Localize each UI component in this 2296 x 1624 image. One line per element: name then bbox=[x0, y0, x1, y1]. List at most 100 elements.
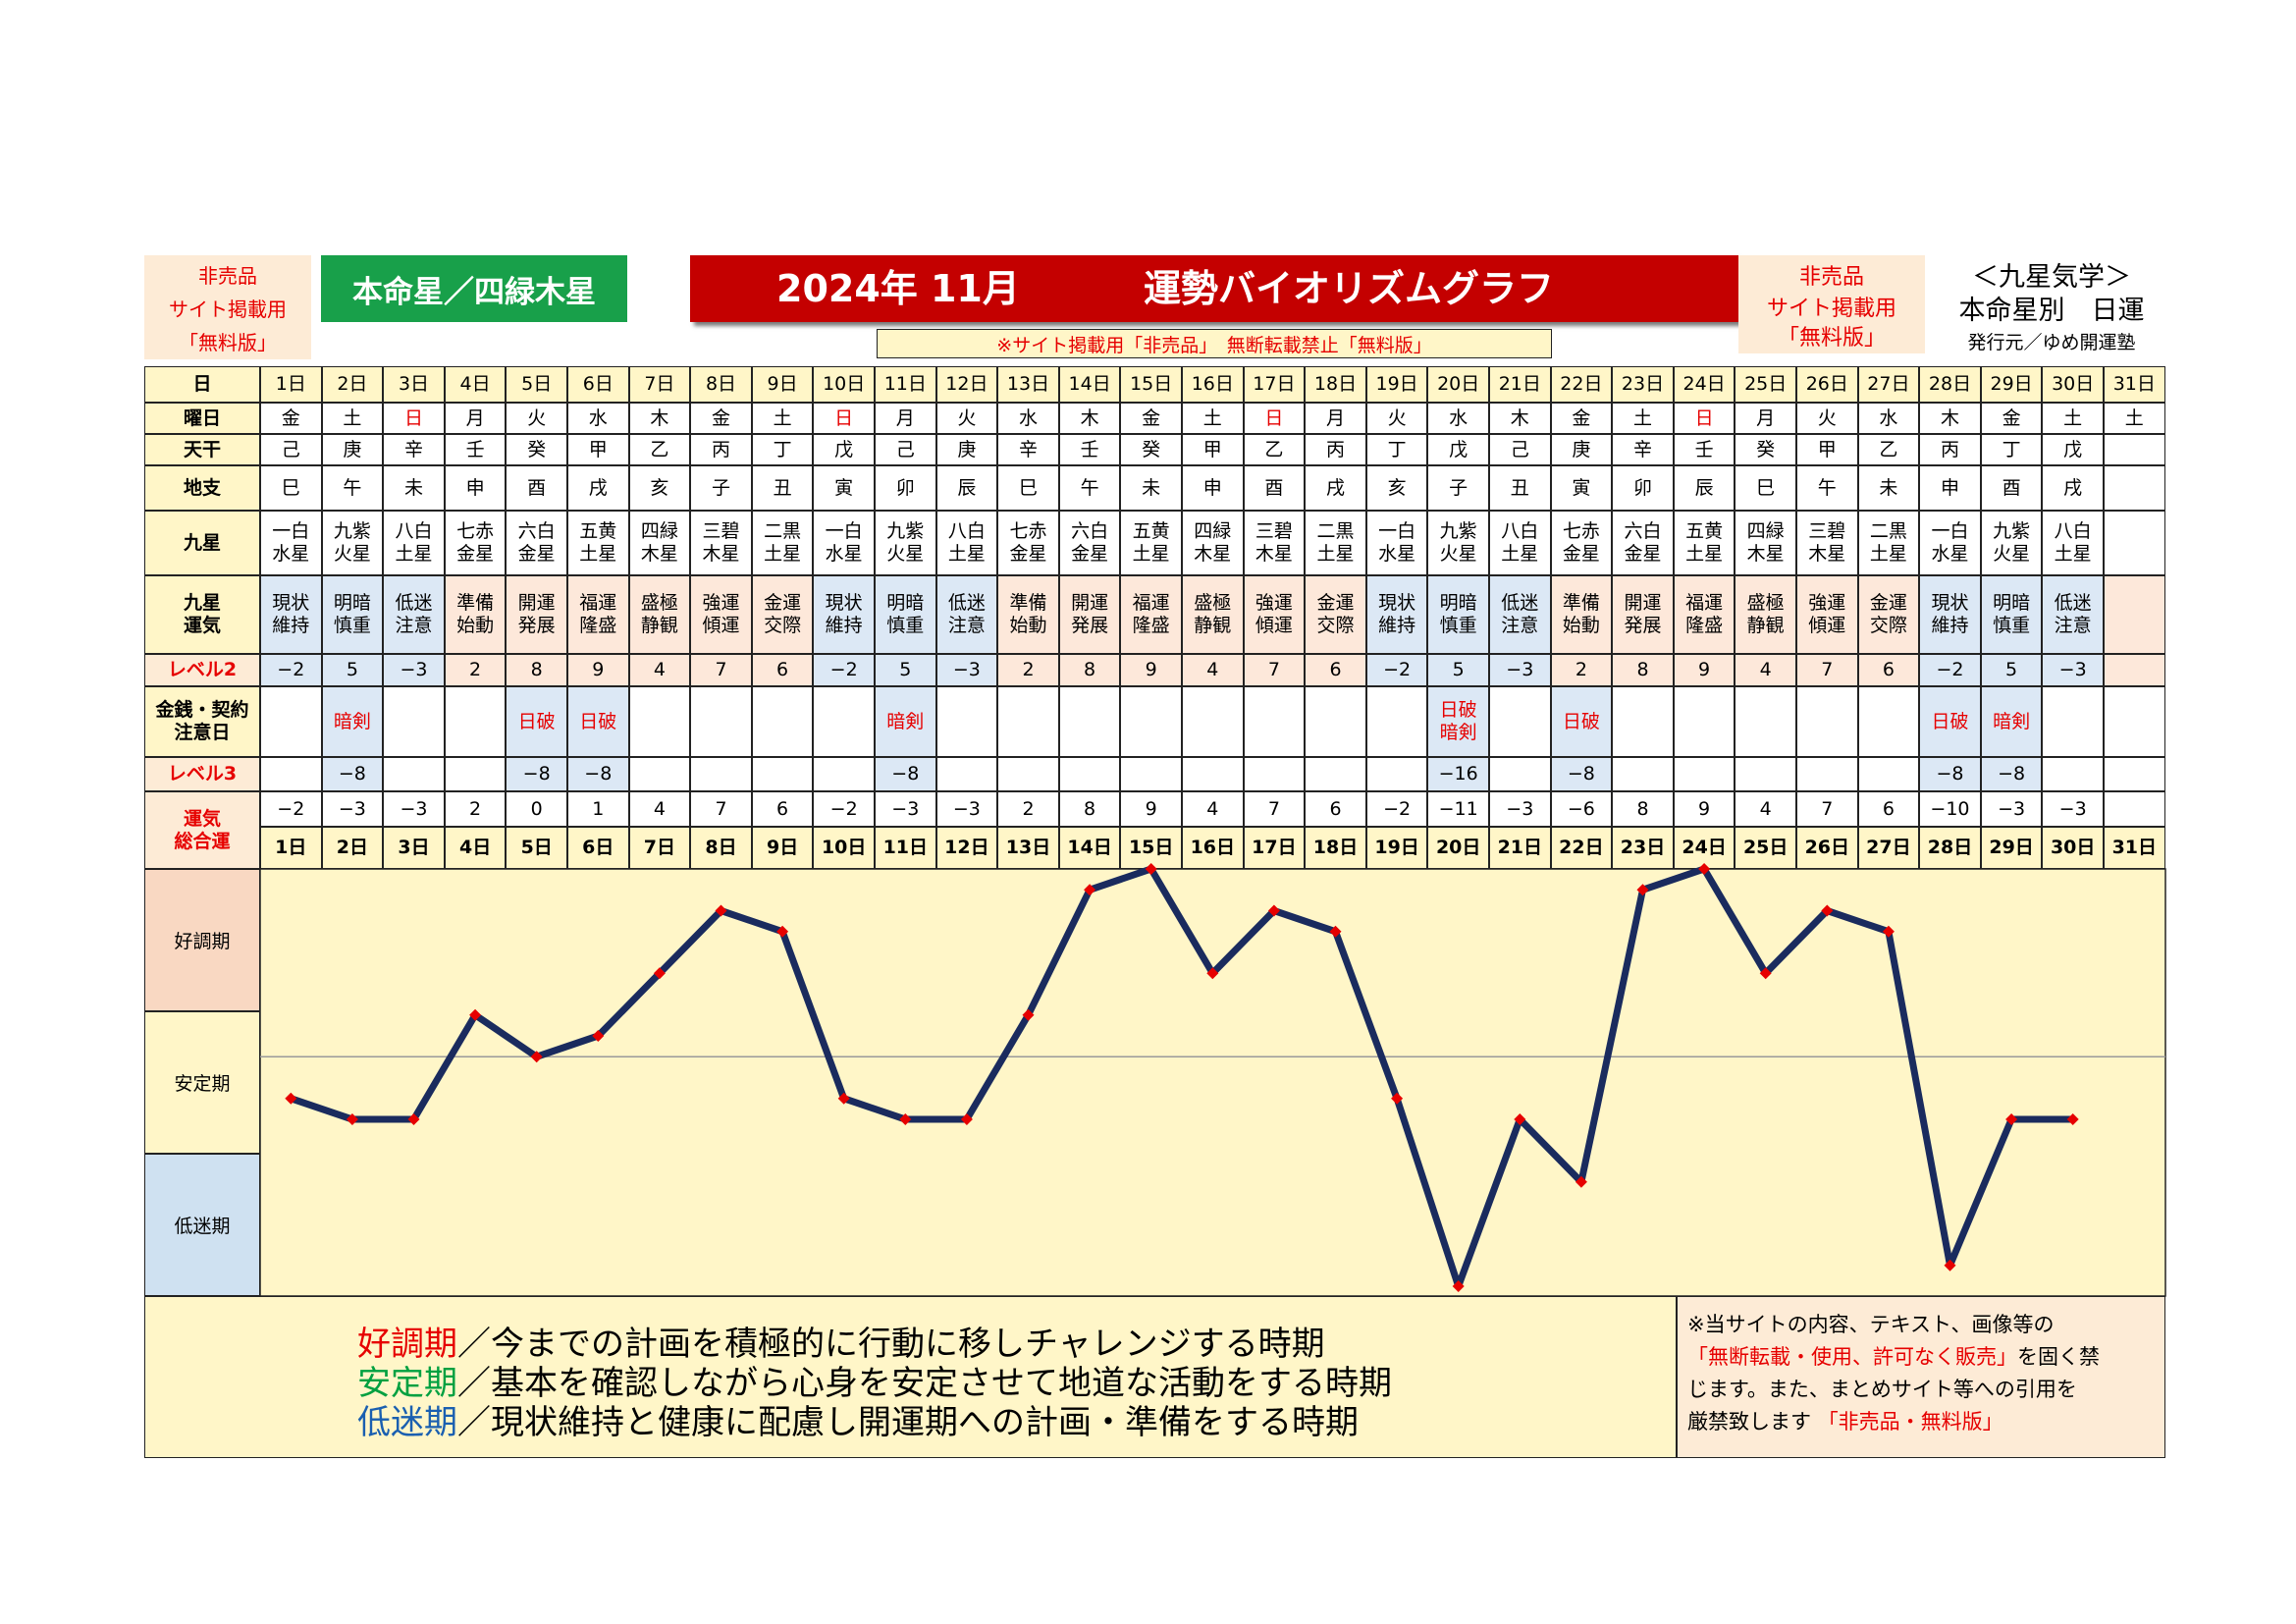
unki-cell: 開運 発展 bbox=[1058, 575, 1121, 654]
weekday-cell: 土 bbox=[1612, 403, 1674, 434]
caution-cell bbox=[260, 686, 322, 757]
series-line bbox=[287, 865, 2077, 1290]
level3-cell bbox=[260, 757, 322, 791]
day-cell: 26日 bbox=[1796, 366, 1858, 403]
weekday-cell: 金 bbox=[260, 403, 322, 434]
tenkan-cell: 辛 bbox=[1612, 434, 1674, 465]
level3-cell bbox=[1058, 757, 1121, 791]
chishi-cell: 戌 bbox=[2042, 465, 2104, 511]
day-footer-cell: 9日 bbox=[751, 827, 814, 869]
chishi-cell: 辰 bbox=[1673, 465, 1735, 511]
tenkan-cell: 己 bbox=[260, 434, 322, 465]
kyusei-cell: 七赤 金星 bbox=[997, 511, 1059, 575]
unki-cell: 低迷 注意 bbox=[383, 575, 445, 654]
kyusei-cell: 二黒 土星 bbox=[1305, 511, 1366, 575]
unki-cell: 強運 傾運 bbox=[1243, 575, 1306, 654]
legend-good-term: 好調期 bbox=[357, 1325, 457, 1364]
day-footer-cell: 29日 bbox=[1980, 827, 2043, 869]
level3-cell bbox=[1673, 757, 1735, 791]
chishi-cell: 申 bbox=[444, 465, 507, 511]
total-cell: 6 bbox=[1857, 791, 1920, 827]
chishi-cell: 未 bbox=[383, 465, 445, 511]
caution-cell bbox=[383, 686, 445, 757]
unki-cell: 現状 維持 bbox=[813, 575, 875, 654]
level3-cell bbox=[751, 757, 814, 791]
day-cell: 9日 bbox=[751, 366, 814, 403]
weekday-cell: 日 bbox=[1243, 403, 1306, 434]
unki-cell: 現状 維持 bbox=[260, 575, 322, 654]
tenkan-cell: 甲 bbox=[1796, 434, 1858, 465]
weekday-cell: 金 bbox=[1550, 403, 1613, 434]
right-notice: 非売品 サイト掲載用 「無料版」 bbox=[1738, 255, 1925, 353]
caution-cell bbox=[1857, 686, 1920, 757]
tenkan-cell: 己 bbox=[875, 434, 936, 465]
day-footer-cell: 20日 bbox=[1427, 827, 1489, 869]
day-cell: 15日 bbox=[1120, 366, 1182, 403]
total-cell: 6 bbox=[1305, 791, 1366, 827]
day-cell: 10日 bbox=[813, 366, 875, 403]
caution-cell bbox=[1796, 686, 1858, 757]
data-point bbox=[1944, 1259, 1956, 1272]
row-label-day: 日 bbox=[144, 366, 260, 403]
unki-cell: 明暗 慎重 bbox=[875, 575, 936, 654]
data-point bbox=[1267, 904, 1280, 917]
data-point bbox=[1575, 1175, 1587, 1188]
unki-cell: 強運 傾運 bbox=[1796, 575, 1858, 654]
row-label-unki: 九星 運気 bbox=[144, 575, 260, 654]
level2-cell: −3 bbox=[2042, 654, 2104, 686]
weekday-cell: 日 bbox=[383, 403, 445, 434]
total-cell: 2 bbox=[997, 791, 1059, 827]
chishi-cell bbox=[2104, 465, 2165, 511]
tenkan-cell: 戊 bbox=[2042, 434, 2104, 465]
row-label-chishi: 地支 bbox=[144, 465, 260, 511]
unki-cell: 低迷 注意 bbox=[935, 575, 998, 654]
title-year-month: 2024年 11月 bbox=[776, 267, 1020, 310]
level3-cell bbox=[690, 757, 752, 791]
level3-cell bbox=[1857, 757, 1920, 791]
total-cell: −2 bbox=[813, 791, 875, 827]
tenkan-cell: 乙 bbox=[1243, 434, 1306, 465]
caution-cell bbox=[1120, 686, 1182, 757]
total-cell: −3 bbox=[1489, 791, 1551, 827]
data-point bbox=[837, 1092, 850, 1105]
total-cell: 9 bbox=[1673, 791, 1735, 827]
row-label-level3: レベル3 bbox=[144, 757, 260, 791]
caution-cell bbox=[997, 686, 1059, 757]
chishi-cell: 卯 bbox=[1612, 465, 1674, 511]
level2-cell: 4 bbox=[1182, 654, 1244, 686]
legend-good-text: ／今までの計画を積極的に行動に移しチャレンジする時期 bbox=[457, 1325, 1325, 1364]
caution-cell bbox=[444, 686, 507, 757]
data-point bbox=[1329, 925, 1342, 938]
tenkan-cell bbox=[2104, 434, 2165, 465]
tenkan-cell: 丁 bbox=[1365, 434, 1428, 465]
level3-cell bbox=[1612, 757, 1674, 791]
weekday-cell: 月 bbox=[444, 403, 507, 434]
chishi-cell: 戌 bbox=[1305, 465, 1366, 511]
level3-cell bbox=[628, 757, 691, 791]
weekday-cell: 木 bbox=[628, 403, 691, 434]
unki-cell: 現状 維持 bbox=[1365, 575, 1428, 654]
day-footer-cell: 13日 bbox=[997, 827, 1059, 869]
legend-stable: 安定期／基本を確認しながら心身を安定させて地道な活動をする時期 bbox=[357, 1356, 1392, 1404]
level2-cell: 8 bbox=[1058, 654, 1121, 686]
day-footer-cell: 11日 bbox=[875, 827, 936, 869]
data-point bbox=[1882, 925, 1895, 938]
level3-cell: −8 bbox=[567, 757, 629, 791]
day-cell: 23日 bbox=[1612, 366, 1674, 403]
total-cell: −10 bbox=[1919, 791, 1981, 827]
kyusei-cell: 一白 水星 bbox=[1365, 511, 1428, 575]
level2-cell: −3 bbox=[383, 654, 445, 686]
tenkan-cell: 丙 bbox=[690, 434, 752, 465]
unki-cell: 金運 交際 bbox=[1305, 575, 1366, 654]
unki-cell: 低迷 注意 bbox=[1489, 575, 1551, 654]
day-cell: 18日 bbox=[1305, 366, 1366, 403]
left-notice-line3: 「無料版」 bbox=[179, 330, 277, 354]
caution-cell: 暗剣 bbox=[321, 686, 384, 757]
chishi-cell: 亥 bbox=[1365, 465, 1428, 511]
tenkan-cell: 己 bbox=[1489, 434, 1551, 465]
caution-cell bbox=[2042, 686, 2104, 757]
title-main: 運勢バイオリズムグラフ bbox=[1144, 267, 1555, 310]
level3-cell bbox=[1243, 757, 1306, 791]
weekday-cell: 土 bbox=[321, 403, 384, 434]
